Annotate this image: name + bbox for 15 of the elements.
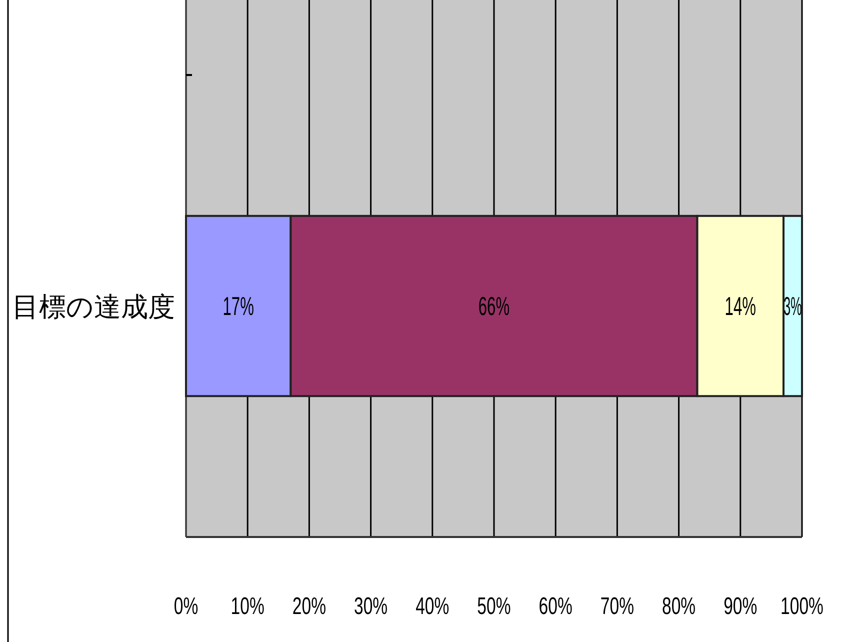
x-tick-label: 50% (477, 593, 511, 620)
x-tick-label: 10% (230, 593, 264, 620)
data-label: 14% (724, 292, 756, 322)
x-tick-label: 80% (662, 593, 696, 620)
x-tick-label: 0% (174, 593, 198, 620)
x-tick-label: 100% (780, 593, 824, 620)
x-tick-label: 70% (600, 593, 634, 620)
data-label: 17% (222, 292, 254, 322)
y-tick-label: 目標の達成度 (12, 292, 175, 322)
x-tick-label: 30% (354, 593, 388, 620)
x-tick-label: 90% (724, 593, 758, 620)
data-label: 66% (478, 292, 510, 322)
x-tick-label: 20% (292, 593, 326, 620)
x-tick-label: 60% (538, 593, 572, 620)
x-tick-label: 40% (416, 593, 450, 620)
